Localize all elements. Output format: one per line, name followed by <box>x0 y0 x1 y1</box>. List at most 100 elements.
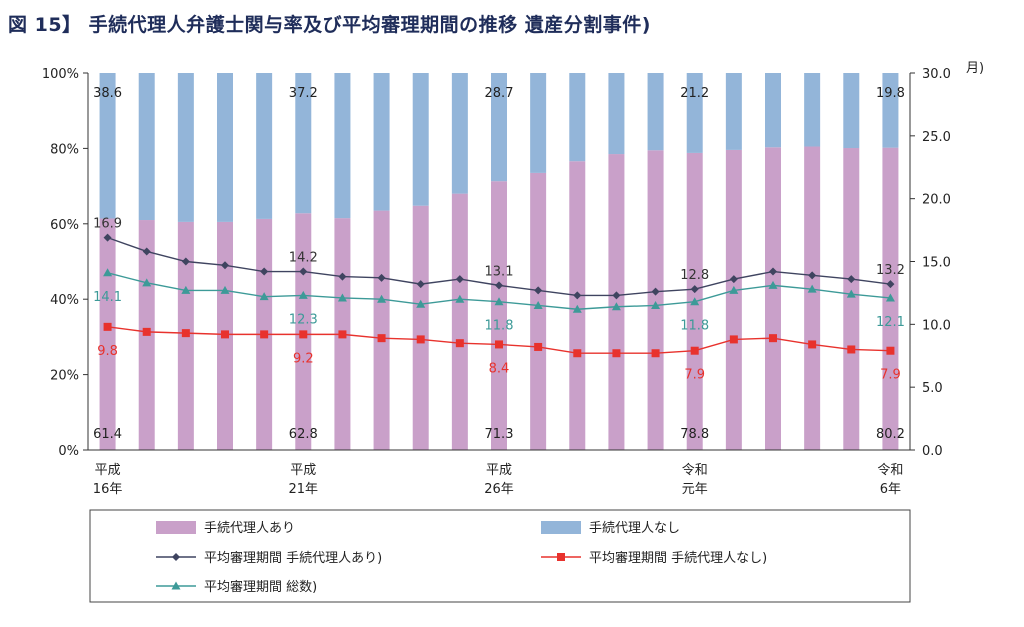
series-point <box>729 275 738 284</box>
right-axis-tick-label: 10.0 <box>922 318 951 333</box>
x-axis-tick-label: 平成 <box>486 463 512 478</box>
series-point <box>651 300 661 309</box>
series-point <box>494 297 504 306</box>
bar-without-lawyer <box>451 73 468 194</box>
bar-with-lawyer <box>608 154 625 450</box>
bar-without-lawyer <box>765 73 781 148</box>
legend-box <box>89 509 911 603</box>
bar-without-lawyer <box>99 73 116 219</box>
bar-without-lawyer <box>412 73 429 206</box>
bar-with-lawyer <box>491 181 507 450</box>
left-axis-tick-label: 0% <box>58 444 79 459</box>
bar-with-lawyer <box>765 147 781 451</box>
data-label: 14.1 <box>93 290 122 305</box>
axes-layer: 0% 20% 40% 60% 80% 100% 0.0 5.0 10.0 15.0 20.0 25.0… <box>42 61 984 497</box>
series-point <box>808 271 817 280</box>
series-point <box>416 299 426 308</box>
left-axis-tick-label: 100% <box>42 67 79 82</box>
x-axis-tick-label: 元年 <box>682 482 708 497</box>
legend-label: 平均審理期間 手続代理人なし) <box>589 551 767 566</box>
bar-without-lawyer <box>138 73 155 221</box>
series-point <box>260 267 269 276</box>
bar-with-lawyer <box>804 146 821 450</box>
series-point <box>847 345 856 354</box>
right-axis-tick-label: 25.0 <box>922 130 951 145</box>
series-point <box>455 294 465 303</box>
series-point <box>885 293 895 302</box>
series-point <box>103 268 113 277</box>
series-point <box>534 286 543 295</box>
bar-with-lawyer <box>725 149 742 450</box>
bar-without-lawyer <box>217 73 233 222</box>
series-point <box>181 329 190 338</box>
data-label: 11.8 <box>485 319 514 334</box>
legend-label: 手続代理人なし <box>589 521 680 536</box>
bar-without-lawyer <box>295 73 312 214</box>
series-point <box>769 334 777 343</box>
series-point <box>103 233 112 242</box>
series-point <box>220 285 230 294</box>
bar-without-lawyer <box>569 73 586 162</box>
series-point <box>651 349 660 358</box>
left-axis-tick-label: 20% <box>50 369 79 384</box>
series-point <box>338 272 347 281</box>
series-point <box>886 280 895 289</box>
series-point <box>846 289 856 298</box>
data-label: 7.9 <box>684 368 705 383</box>
data-label: 21.2 <box>680 86 709 101</box>
series-point <box>611 302 621 311</box>
x-axis-tick-label: 令和 <box>877 463 903 478</box>
series-point <box>181 285 191 294</box>
series-point <box>377 334 386 343</box>
x-axis-tick-label: 令和 <box>682 463 708 478</box>
series-point <box>807 284 817 293</box>
series-point <box>455 275 464 284</box>
series-point <box>221 330 229 339</box>
series-point <box>729 285 739 294</box>
bar-with-lawyer <box>412 205 429 450</box>
series-point <box>572 304 582 313</box>
data-label: 12.1 <box>876 315 905 330</box>
series-point <box>299 267 308 276</box>
series-point <box>690 285 699 294</box>
data-label: 9.2 <box>293 351 314 366</box>
series-point <box>299 330 308 339</box>
data-label: 62.8 <box>289 427 318 442</box>
right-axis-tick-label: 15.0 <box>922 256 951 271</box>
bar-with-lawyer <box>843 148 860 450</box>
bar-without-lawyer <box>725 73 742 150</box>
right-axis-tick-label: 20.0 <box>922 193 951 208</box>
series-point <box>769 267 777 276</box>
data-label: 8.4 <box>489 361 510 376</box>
series-point <box>768 280 778 289</box>
series-point <box>495 340 503 349</box>
series-point <box>181 257 190 266</box>
lines-layer <box>103 233 895 358</box>
series-point <box>103 322 112 331</box>
legend-marker <box>557 553 565 561</box>
bar-without-lawyer <box>804 73 821 147</box>
data-label: 71.3 <box>485 427 514 442</box>
left-axis-tick-label: 40% <box>50 293 79 308</box>
series-point <box>690 346 699 355</box>
bar-without-lawyer <box>530 73 547 173</box>
right-axis-tick-label: 30.0 <box>922 67 951 82</box>
data-label: 12.3 <box>289 312 318 327</box>
bar-with-lawyer <box>451 193 468 450</box>
series-point <box>534 342 543 351</box>
series-point <box>377 294 387 303</box>
x-axis-tick-label: 26年 <box>484 482 514 497</box>
bar-without-lawyer <box>373 73 390 211</box>
data-label: 16.9 <box>93 217 122 232</box>
legend-label: 手続代理人あり <box>204 521 295 536</box>
data-label: 78.8 <box>680 427 709 442</box>
series-point <box>690 297 700 306</box>
data-label: 13.2 <box>876 263 905 278</box>
data-label: 11.8 <box>680 319 709 334</box>
legend-label: 平均審理期間 総数) <box>204 580 317 595</box>
legend-marker <box>171 581 181 590</box>
bar-without-lawyer <box>334 73 351 219</box>
series-point <box>612 291 621 300</box>
bar-with-lawyer <box>530 172 547 450</box>
